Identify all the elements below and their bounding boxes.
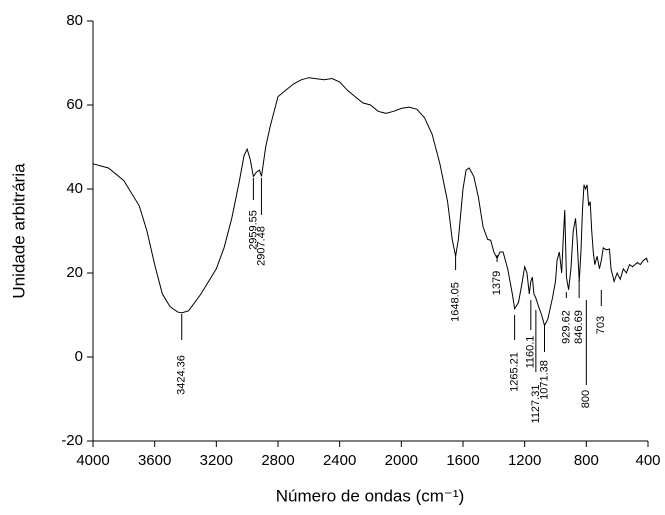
annotation-label: 703 bbox=[595, 316, 607, 334]
annotation-label: 1071.38 bbox=[538, 360, 550, 400]
annotation-label: 1127.31 bbox=[530, 385, 542, 424]
annotation-label: 1265.21 bbox=[509, 352, 521, 392]
y-tick-label: 80 bbox=[66, 12, 83, 29]
annotation-label: 1160.1 bbox=[525, 336, 537, 369]
y-axis-label: Unidade arbitrária bbox=[9, 163, 28, 299]
x-tick-label: 400 bbox=[635, 452, 660, 469]
x-tick-label: 4000 bbox=[76, 452, 109, 469]
x-tick-label: 2800 bbox=[261, 452, 294, 469]
x-tick-label: 3200 bbox=[200, 452, 233, 469]
x-tick-label: 2400 bbox=[323, 452, 356, 469]
y-tick-label: 0 bbox=[75, 348, 83, 365]
y-tick-label: -20 bbox=[61, 432, 83, 449]
annotation-label: 2959.55 bbox=[247, 210, 259, 250]
x-tick-label: 800 bbox=[574, 452, 599, 469]
x-tick-label: 1600 bbox=[446, 452, 479, 469]
annotation-label: 2907.48 bbox=[255, 226, 267, 266]
annotation-label: 929.62 bbox=[560, 310, 572, 344]
y-tick-label: 20 bbox=[66, 264, 83, 281]
x-tick-label: 2000 bbox=[385, 452, 418, 469]
y-tick-label: 40 bbox=[66, 180, 83, 197]
annotation-label: 3424.36 bbox=[176, 355, 188, 395]
annotation-label: 846.69 bbox=[573, 310, 585, 344]
annotation-label: 1648.05 bbox=[449, 282, 461, 322]
annotation-label: 1379 bbox=[491, 271, 503, 295]
spectrum-line bbox=[92, 77, 649, 327]
x-axis-label: Número de ondas (cm⁻¹) bbox=[276, 486, 464, 505]
x-tick-label: 1200 bbox=[508, 452, 541, 469]
x-tick-label: 3600 bbox=[138, 452, 171, 469]
annotation-label: 800 bbox=[580, 390, 592, 408]
y-tick-label: 60 bbox=[66, 96, 83, 113]
